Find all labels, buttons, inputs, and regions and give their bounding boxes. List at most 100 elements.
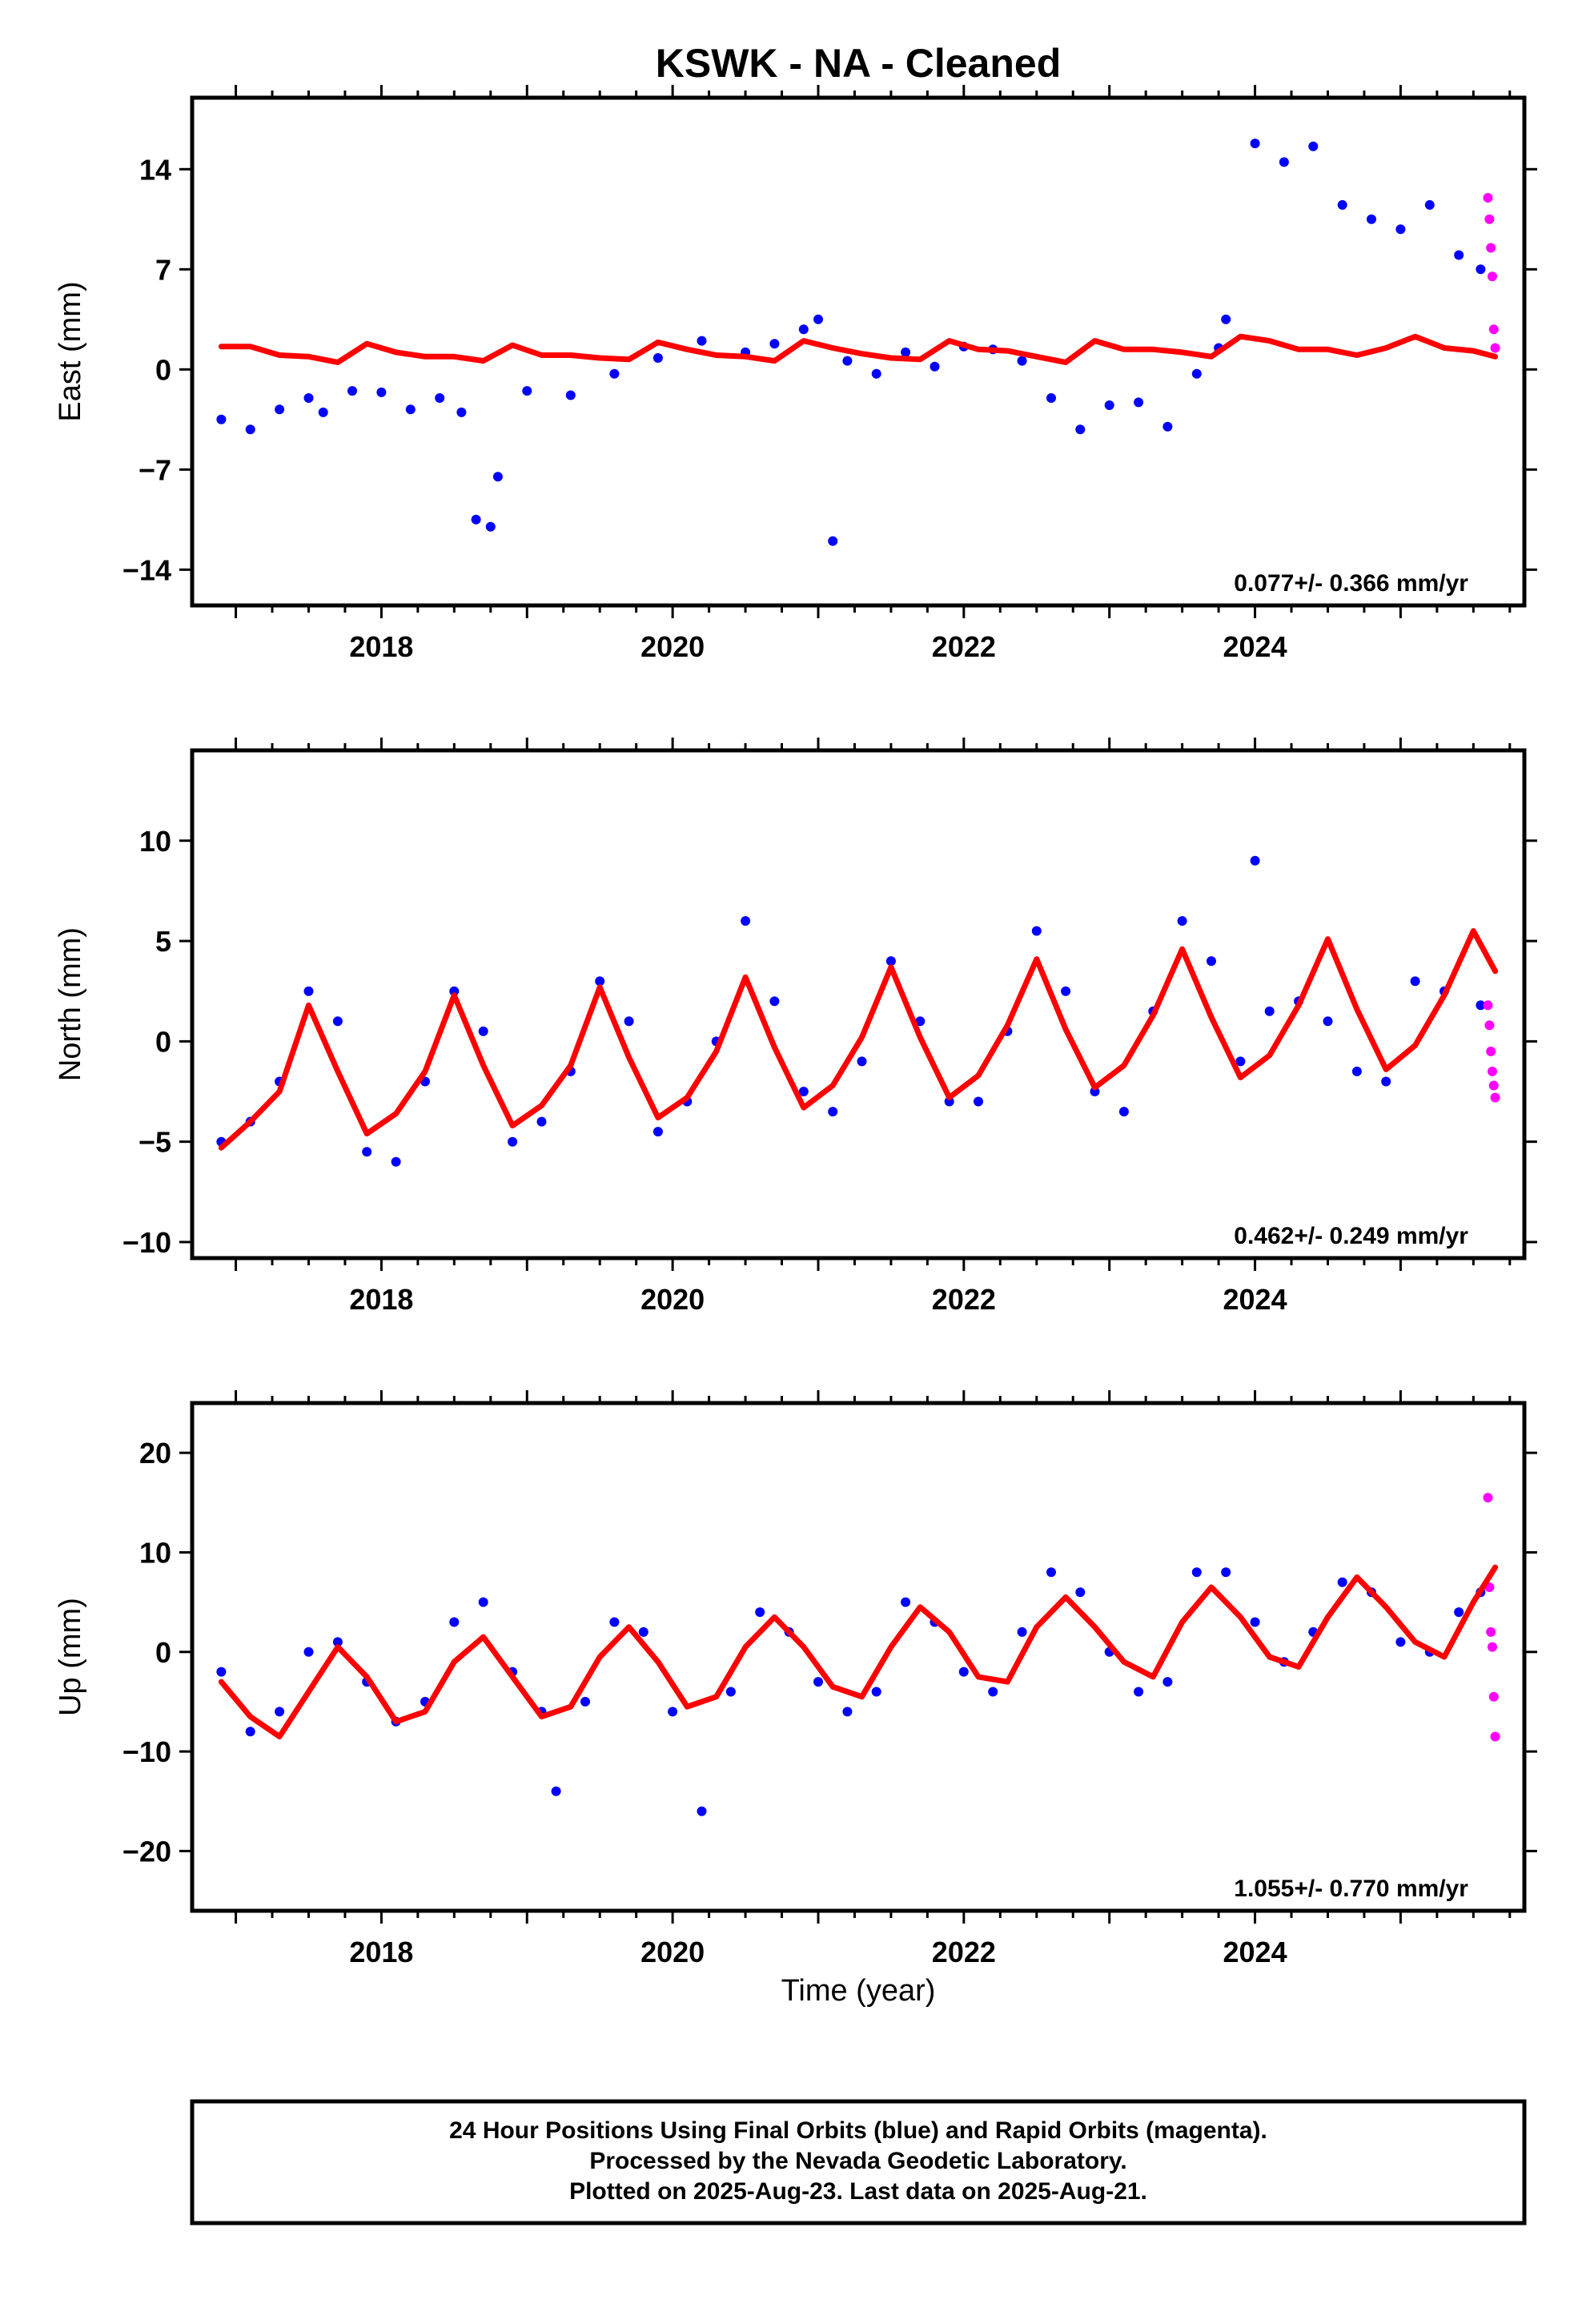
x-tick-label: 2018	[349, 1283, 413, 1316]
y-tick-label: 20	[139, 1437, 171, 1470]
data-point	[1488, 1642, 1497, 1652]
data-point	[798, 1087, 809, 1096]
data-point	[1250, 139, 1260, 149]
series-1	[1483, 1000, 1500, 1103]
data-point	[449, 986, 460, 996]
panels: −14 −7 0 7 14 2018 2020 2022 2024 East (mm) 0.077+…	[54, 85, 1537, 1968]
y-axis-label: Up (mm)	[54, 1598, 87, 1716]
data-point	[565, 390, 576, 400]
data-point	[1191, 368, 1202, 379]
data-point	[652, 1127, 663, 1137]
data-point	[1279, 157, 1289, 167]
x-tick-label: 2024	[1223, 1283, 1287, 1316]
data-point	[1486, 1626, 1496, 1637]
data-point	[1395, 1637, 1406, 1647]
data-point	[609, 1617, 620, 1627]
y-tick-label: −20	[122, 1835, 171, 1868]
data-point	[1337, 199, 1347, 210]
data-point	[362, 1147, 372, 1157]
data-point	[275, 1707, 285, 1717]
data-point	[1250, 1617, 1260, 1627]
data-point	[871, 368, 881, 379]
data-point	[376, 387, 387, 397]
data-point	[1484, 1020, 1495, 1031]
data-point	[536, 1116, 547, 1127]
data-point	[1104, 400, 1114, 410]
data-point	[1488, 1080, 1499, 1091]
y-tick-label: 10	[139, 825, 171, 858]
model-line	[218, 1564, 1499, 1739]
data-point	[1207, 956, 1216, 967]
data-point	[885, 956, 896, 967]
data-point	[624, 1016, 634, 1027]
panel-1: −10 −5 0 5 10 2018 2020 2022 2024 North (mm) 0.462…	[54, 738, 1537, 1316]
data-point	[1221, 314, 1231, 324]
data-point	[609, 368, 620, 379]
data-point	[1351, 1066, 1362, 1076]
data-point	[580, 1696, 590, 1707]
y-tick-label: −5	[139, 1126, 171, 1159]
y-axis-label: East (mm)	[54, 281, 87, 421]
data-point	[769, 996, 780, 1007]
plot-frame	[190, 95, 1527, 608]
panel-2: −20 −10 0 10 20 2018 2020 2022 2024 Up (mm) 1.055+…	[54, 1390, 1537, 1968]
x-tick-label: 2022	[932, 1283, 996, 1316]
data-point	[347, 386, 357, 396]
data-point	[1337, 1577, 1347, 1587]
x-tick-label: 2024	[1223, 1936, 1287, 1968]
data-point	[1488, 324, 1499, 335]
data-point	[1162, 421, 1173, 432]
data-point	[1075, 1587, 1086, 1598]
y-tick-label: 10	[139, 1536, 171, 1569]
rate-label: 0.462+/- 0.249 mm/yr	[1234, 1223, 1468, 1249]
data-point	[318, 407, 328, 417]
data-point	[303, 1647, 314, 1657]
data-point	[1177, 916, 1187, 926]
data-point	[1308, 141, 1319, 151]
data-point	[551, 1786, 561, 1796]
rate-label: 0.077+/- 0.366 mm/yr	[1234, 570, 1468, 597]
y-tick-label: 14	[139, 153, 171, 186]
data-point	[1381, 1076, 1391, 1087]
data-point	[638, 1626, 648, 1637]
series-1	[1483, 193, 1500, 353]
data-point	[1134, 1687, 1144, 1697]
data-point	[1486, 1046, 1496, 1056]
data-point	[1395, 224, 1406, 235]
data-point	[1061, 986, 1071, 996]
footer-line-1: 24 Hour Positions Using Final Orbits (bl…	[449, 2117, 1267, 2144]
data-point	[1191, 1567, 1202, 1578]
data-point	[1235, 1056, 1246, 1067]
data-point	[435, 393, 445, 403]
data-point	[901, 347, 911, 357]
data-point	[813, 314, 823, 324]
y-tick-label: 7	[155, 253, 171, 286]
y-tick-label: 0	[155, 1636, 171, 1669]
data-point	[1250, 855, 1260, 866]
data-point	[1490, 1731, 1500, 1742]
y-axis-label: North (mm)	[54, 927, 87, 1081]
data-point	[1134, 397, 1144, 408]
data-point	[275, 404, 285, 415]
y-tick-label: 0	[155, 1025, 171, 1058]
data-point	[522, 386, 532, 396]
data-point	[332, 1016, 343, 1027]
data-point	[958, 1667, 969, 1677]
data-point	[1424, 199, 1435, 210]
data-point	[1162, 1677, 1173, 1687]
plot-frame	[190, 1401, 1527, 1913]
data-point	[828, 1107, 838, 1117]
x-tick-label: 2020	[640, 1283, 705, 1316]
rate-label: 1.055+/- 0.770 mm/yr	[1234, 1876, 1468, 1902]
y-tick-label: −10	[122, 1226, 171, 1259]
panel-0: −14 −7 0 7 14 2018 2020 2022 2024 East (mm) 0.077+…	[54, 85, 1537, 663]
data-point	[828, 536, 838, 546]
data-point	[303, 986, 314, 996]
y-tick-label: 5	[155, 925, 171, 958]
data-point	[1367, 214, 1376, 224]
footer-box: 24 Hour Positions Using Final Orbits (bl…	[190, 2099, 1527, 2225]
y-tick-label: 0	[155, 353, 171, 386]
data-point	[405, 404, 416, 415]
data-point	[332, 1637, 343, 1647]
